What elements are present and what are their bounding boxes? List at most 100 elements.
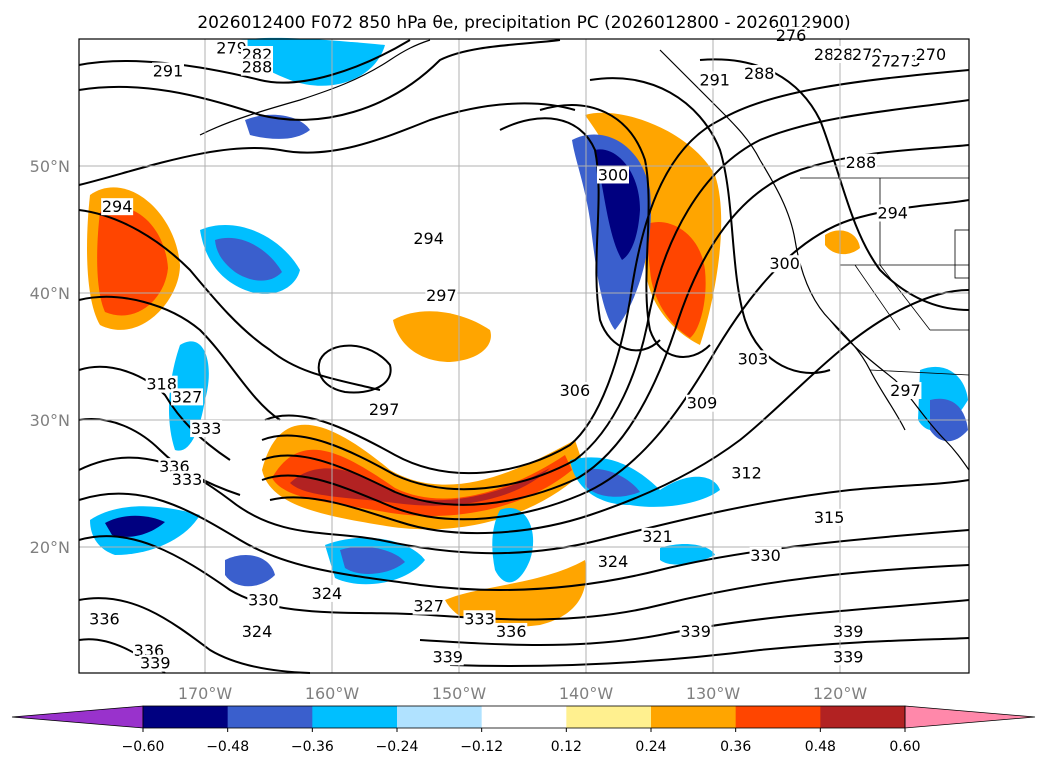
- contour-label: 336: [496, 622, 527, 641]
- contour-label: 333: [464, 609, 495, 628]
- contour-label: 315: [814, 508, 845, 527]
- contour-line: [78, 39, 411, 84]
- contour-label-bg: [558, 382, 591, 400]
- map-frame: [78, 38, 970, 674]
- contour-label: 276: [776, 26, 807, 45]
- colorbar-segment: [735, 706, 821, 728]
- contour-label-bg: [241, 622, 273, 640]
- contour-label-bg: [190, 420, 223, 438]
- southwest-negative-small: [225, 555, 275, 587]
- contour-label: 324: [312, 584, 343, 603]
- colorbar-segment: [397, 706, 483, 728]
- contour-label-bg: [139, 654, 172, 672]
- contour-label-bg: [241, 58, 273, 76]
- contour-line: [419, 599, 970, 646]
- contour-label: 291: [153, 62, 184, 81]
- lat-tick-label: 50°N: [30, 157, 70, 176]
- contour-label-bg: [101, 198, 134, 216]
- contour-label-bg: [736, 350, 769, 368]
- colorbar-tick-label: 0.48: [805, 739, 836, 755]
- contour-label-bg: [698, 71, 731, 89]
- contour-line: [78, 535, 970, 621]
- colorbar-frame: [142, 705, 906, 729]
- contour-label-bg: [412, 229, 445, 247]
- colorbar-tick-label: 0.24: [635, 739, 666, 755]
- contour-label-bg: [686, 394, 718, 412]
- contour-label: 297: [890, 381, 921, 400]
- northeast-positive-core: [645, 222, 706, 338]
- colorbar-segment: [481, 706, 567, 728]
- colorbar-tick-label: −0.24: [376, 739, 419, 755]
- contour-label: 339: [680, 622, 711, 641]
- contour-label-bg: [889, 52, 922, 70]
- lon-tick-label: 150°W: [432, 684, 487, 703]
- contour-label: 300: [769, 254, 800, 273]
- contour-label: 300: [598, 165, 629, 184]
- colorbar-tick-label: −0.60: [122, 739, 165, 755]
- contour-label: 288: [744, 64, 775, 83]
- contour-line: [264, 69, 970, 475]
- contour-label-bg: [889, 382, 922, 400]
- contour-label-bg: [171, 388, 204, 406]
- colorbar-segment: [820, 706, 906, 728]
- contour-label-bg: [463, 610, 496, 628]
- central-positive-blob: [393, 311, 491, 362]
- contour-label: 294: [413, 229, 444, 248]
- south-negative-blob: [492, 508, 534, 583]
- contour-label: 339: [140, 654, 171, 673]
- lat-tick-label: 20°N: [30, 538, 70, 557]
- east-negative-core: [585, 468, 640, 497]
- northwest-negative-core: [215, 237, 282, 281]
- lon-tick-label: 160°W: [305, 684, 360, 703]
- colorbar-tick-label: 0.60: [889, 739, 920, 755]
- lat-tick-label: 30°N: [30, 411, 70, 430]
- contour-label: 330: [248, 590, 279, 609]
- contour-label-bg: [310, 584, 343, 602]
- latitude-tick-labels: 50°N 40°N 30°N 20°N: [30, 157, 70, 557]
- contour-label: 288: [846, 153, 877, 172]
- colorbar-tick-label: 0.36: [720, 739, 751, 755]
- contour-label-bg: [145, 375, 178, 393]
- us-mexico-border: [869, 369, 970, 376]
- contour-label: 333: [172, 470, 203, 489]
- southeast-negative-blob: [660, 544, 715, 565]
- max-positive-band: [290, 468, 550, 506]
- contour-label: 297: [426, 286, 457, 305]
- contour-label: 333: [191, 419, 222, 438]
- colorbar-segment: [312, 706, 398, 728]
- contour-line: [78, 295, 281, 421]
- west-positive-core: [97, 207, 168, 316]
- contour-label-bg: [914, 46, 947, 64]
- lon-tick-label: 130°W: [686, 684, 741, 703]
- alaska-panhandle-coast: [659, 49, 761, 161]
- contour-line: [269, 289, 970, 535]
- contour-line: [499, 117, 661, 352]
- colorbar-tick-label: 0.12: [551, 739, 582, 755]
- lon-tick-label: 140°W: [559, 684, 614, 703]
- contour-label: 297: [369, 400, 400, 419]
- contour-label-bg: [832, 648, 865, 666]
- contour-label: 324: [598, 552, 629, 571]
- contour-label-bg: [247, 591, 280, 609]
- contour-line: [78, 39, 561, 121]
- map-area: 2792822882912942942972973003063093123153…: [78, 26, 970, 674]
- contour-label: 288: [242, 58, 273, 77]
- gridlines: [79, 39, 969, 673]
- contour-label: 306: [560, 381, 591, 400]
- contour-label-bg: [597, 166, 629, 184]
- colorbar-segment: [651, 706, 737, 728]
- contour-line: [317, 344, 392, 394]
- longitude-tick-labels: 170°W 160°W 150°W 140°W 130°W 120°W: [178, 684, 868, 703]
- contour-label: 294: [102, 197, 133, 216]
- colorbar-tick-label: −0.36: [291, 739, 334, 755]
- contour-label: 318: [146, 375, 177, 394]
- contour-label: 291: [699, 70, 730, 89]
- contour-label: 321: [642, 527, 673, 546]
- contour-label: 324: [242, 622, 273, 641]
- contour-label: 339: [833, 647, 864, 666]
- contour-label-bg: [412, 597, 445, 615]
- east-positive-small: [825, 230, 860, 255]
- contour-line: [449, 637, 970, 668]
- colorbar-segment: [566, 706, 652, 728]
- colorbar-tick-label: −0.12: [460, 739, 503, 755]
